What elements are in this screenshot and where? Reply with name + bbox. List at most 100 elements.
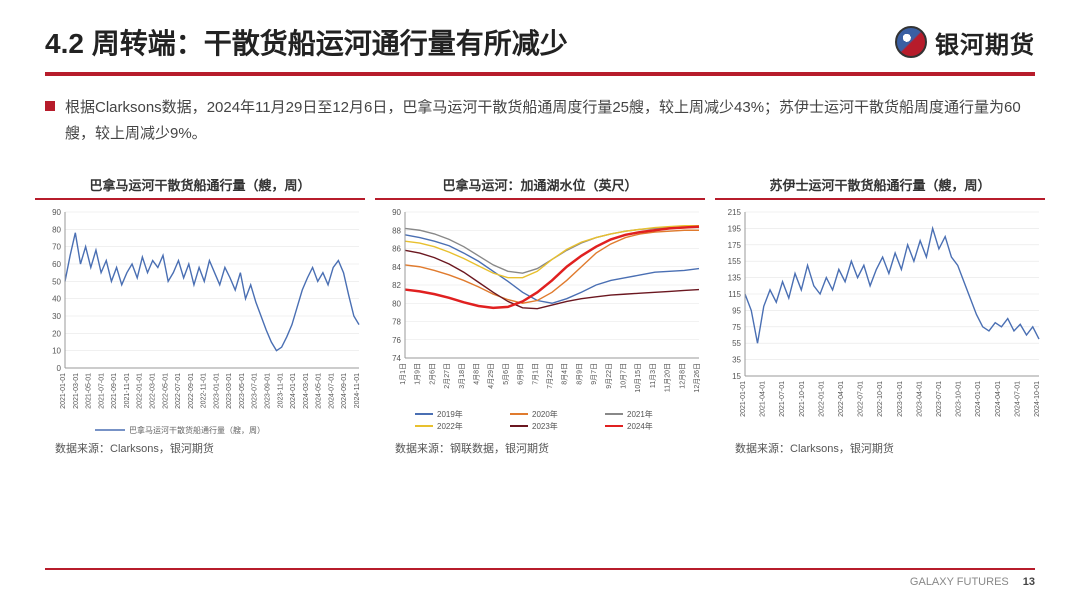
chart1-svg: 01020304050607080902021-01-012021-03-012… — [35, 206, 365, 436]
svg-text:8月9日: 8月9日 — [575, 363, 583, 385]
svg-text:2022年: 2022年 — [437, 421, 463, 431]
svg-text:2022-11-01: 2022-11-01 — [201, 373, 208, 408]
bullet-text: 根据Clarksons数据，2024年11月29日至12月6日，巴拿马运河干散货… — [65, 95, 1035, 146]
svg-text:2021-01-01: 2021-01-01 — [60, 373, 67, 409]
svg-text:2022-05-01: 2022-05-01 — [162, 373, 169, 409]
svg-text:2021-09-01: 2021-09-01 — [111, 373, 118, 409]
chart-rule — [375, 198, 705, 200]
header: 4.2 周转端：干散货船运河通行量有所减少 银河期货 — [45, 22, 1035, 62]
svg-text:84: 84 — [392, 263, 401, 272]
svg-text:11月3日: 11月3日 — [649, 363, 657, 388]
svg-text:2023-01-01: 2023-01-01 — [897, 381, 904, 417]
svg-text:2024-09-01: 2024-09-01 — [341, 373, 348, 409]
svg-text:155: 155 — [728, 257, 742, 266]
svg-text:2021-07-01: 2021-07-01 — [98, 373, 105, 409]
svg-text:82: 82 — [392, 281, 401, 290]
svg-text:2月6日: 2月6日 — [428, 363, 436, 385]
svg-text:215: 215 — [728, 208, 742, 217]
svg-text:9月22日: 9月22日 — [605, 363, 613, 389]
svg-text:80: 80 — [52, 225, 61, 234]
svg-text:2019年: 2019年 — [437, 409, 463, 419]
svg-text:2023年: 2023年 — [532, 421, 558, 431]
svg-text:8月4日: 8月4日 — [561, 363, 569, 385]
svg-text:2023-07-01: 2023-07-01 — [936, 381, 943, 417]
footer: GALAXY FUTURES 13 — [45, 568, 1035, 588]
brand-name: 银河期货 — [935, 25, 1035, 60]
svg-text:2023-05-01: 2023-05-01 — [239, 373, 246, 409]
svg-text:2023-01-01: 2023-01-01 — [213, 373, 220, 409]
svg-text:70: 70 — [52, 243, 61, 252]
svg-text:2022-03-01: 2022-03-01 — [149, 373, 156, 409]
svg-text:2024-01-01: 2024-01-01 — [975, 381, 982, 417]
svg-text:12月8日: 12月8日 — [678, 363, 686, 389]
svg-text:2022-07-01: 2022-07-01 — [175, 373, 182, 409]
svg-text:2022-01-01: 2022-01-01 — [818, 381, 825, 417]
svg-text:2024-07-01: 2024-07-01 — [1014, 381, 1021, 417]
chart3-title: 苏伊士运河干散货船通行量（艘，周） — [715, 175, 1045, 194]
chart-panel-suez: 苏伊士运河干散货船通行量（艘，周） 1535557595115135155175… — [715, 175, 1045, 518]
svg-text:2021-11-01: 2021-11-01 — [124, 373, 131, 408]
bullet: 根据Clarksons数据，2024年11月29日至12月6日，巴拿马运河干散货… — [45, 95, 1035, 146]
chart3-svg: 15355575951151351551751952152021-01-0120… — [715, 206, 1045, 436]
chart2-title: 巴拿马运河：加通湖水位（英尺） — [375, 175, 705, 194]
svg-text:2021-07-01: 2021-07-01 — [779, 381, 786, 417]
svg-text:2022-01-01: 2022-01-01 — [137, 373, 144, 409]
svg-text:7月22日: 7月22日 — [546, 363, 554, 389]
svg-text:6月9日: 6月9日 — [517, 363, 525, 385]
chart-panel-panama-transit: 巴拿马运河干散货船通行量（艘，周） 0102030405060708090202… — [35, 175, 365, 518]
svg-text:2024-01-01: 2024-01-01 — [290, 373, 297, 409]
logo-swirl-icon — [895, 26, 927, 58]
svg-text:15: 15 — [732, 372, 741, 381]
svg-text:2022-10-01: 2022-10-01 — [877, 381, 884, 417]
svg-text:9月7日: 9月7日 — [590, 363, 598, 385]
svg-text:2024-11-01: 2024-11-01 — [354, 373, 361, 408]
chart2-svg: 7476788082848688901月1日1月9日2月6日2月27日3月18日… — [375, 206, 705, 436]
svg-text:12月26日: 12月26日 — [693, 363, 701, 393]
svg-text:2023-07-01: 2023-07-01 — [252, 373, 259, 409]
svg-text:0: 0 — [57, 364, 62, 373]
charts-row: 巴拿马运河干散货船通行量（艘，周） 0102030405060708090202… — [35, 175, 1045, 518]
svg-text:2021-10-01: 2021-10-01 — [799, 381, 806, 417]
svg-text:2022-09-01: 2022-09-01 — [188, 373, 195, 409]
footer-brand-en: GALAXY FUTURES — [910, 576, 1009, 588]
svg-text:90: 90 — [392, 208, 401, 217]
footer-rule — [45, 568, 1035, 570]
svg-text:76: 76 — [392, 336, 401, 345]
chart3-source: 数据来源：Clarksons，银河期货 — [715, 440, 1045, 456]
svg-text:2021-01-01: 2021-01-01 — [740, 381, 747, 417]
svg-text:40: 40 — [52, 295, 61, 304]
svg-text:4月29日: 4月29日 — [487, 363, 495, 389]
svg-text:195: 195 — [728, 224, 742, 233]
svg-text:2月27日: 2月27日 — [443, 363, 451, 389]
svg-text:88: 88 — [392, 226, 401, 235]
svg-text:2024-05-01: 2024-05-01 — [316, 373, 323, 409]
svg-text:2021-03-01: 2021-03-01 — [73, 373, 80, 409]
svg-text:1月1日: 1月1日 — [399, 363, 407, 385]
svg-text:75: 75 — [732, 323, 741, 332]
svg-text:78: 78 — [392, 318, 401, 327]
svg-text:11月20日: 11月20日 — [664, 363, 672, 392]
svg-text:7月1日: 7月1日 — [531, 363, 539, 385]
svg-text:10: 10 — [52, 347, 61, 356]
svg-text:2023-04-01: 2023-04-01 — [916, 381, 923, 417]
svg-text:20: 20 — [52, 329, 61, 338]
title-divider — [45, 72, 1035, 76]
svg-text:35: 35 — [732, 356, 741, 365]
svg-text:2022-04-01: 2022-04-01 — [838, 381, 845, 417]
svg-text:2024-07-01: 2024-07-01 — [328, 373, 335, 409]
svg-text:2021-04-01: 2021-04-01 — [760, 381, 767, 417]
svg-text:2024年: 2024年 — [627, 421, 653, 431]
svg-text:4月8日: 4月8日 — [473, 363, 481, 385]
chart1-title: 巴拿马运河干散货船通行量（艘，周） — [35, 175, 365, 194]
svg-text:2024-03-01: 2024-03-01 — [303, 373, 310, 409]
svg-text:2021-05-01: 2021-05-01 — [86, 373, 93, 409]
slide-title: 4.2 周转端：干散货船运河通行量有所减少 — [45, 22, 568, 62]
svg-text:2020年: 2020年 — [532, 409, 558, 419]
svg-text:2023-03-01: 2023-03-01 — [226, 373, 233, 409]
svg-text:2023-10-01: 2023-10-01 — [956, 381, 963, 417]
svg-text:巴拿马运河干散货船通行量（艘，周）: 巴拿马运河干散货船通行量（艘，周） — [129, 425, 265, 435]
svg-text:30: 30 — [52, 312, 61, 321]
svg-text:50: 50 — [52, 277, 61, 286]
svg-text:5月6日: 5月6日 — [502, 363, 510, 385]
chart2-source: 数据来源：钢联数据，银河期货 — [375, 440, 705, 456]
